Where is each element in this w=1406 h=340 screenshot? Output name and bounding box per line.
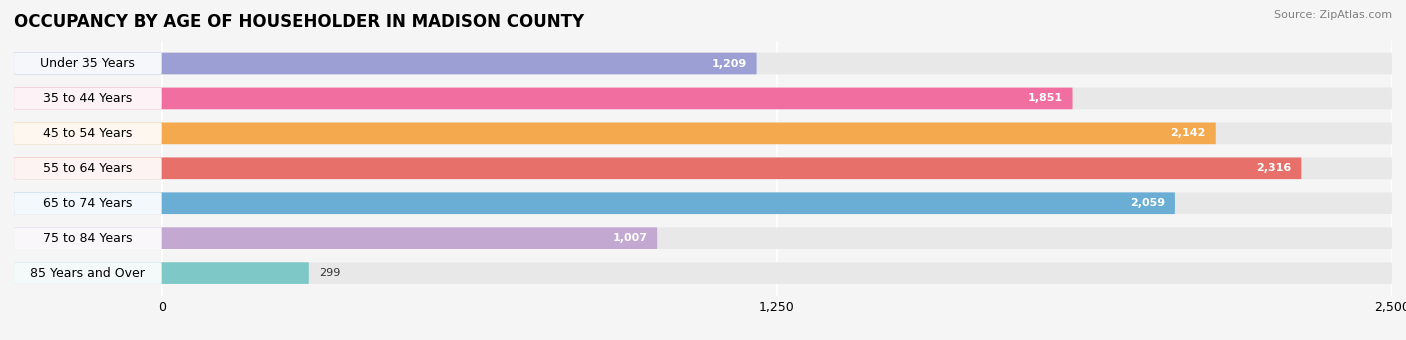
Text: Under 35 Years: Under 35 Years xyxy=(41,57,135,70)
Text: 85 Years and Over: 85 Years and Over xyxy=(31,267,145,279)
Text: 2,142: 2,142 xyxy=(1171,129,1206,138)
FancyBboxPatch shape xyxy=(14,53,1392,74)
FancyBboxPatch shape xyxy=(14,262,162,284)
FancyBboxPatch shape xyxy=(14,192,162,214)
Text: 35 to 44 Years: 35 to 44 Years xyxy=(44,92,132,105)
Text: 1,007: 1,007 xyxy=(613,233,647,243)
FancyBboxPatch shape xyxy=(14,122,162,144)
Text: 2,316: 2,316 xyxy=(1257,163,1292,173)
Text: 299: 299 xyxy=(319,268,340,278)
Text: 55 to 64 Years: 55 to 64 Years xyxy=(44,162,132,175)
Text: 45 to 54 Years: 45 to 54 Years xyxy=(44,127,132,140)
FancyBboxPatch shape xyxy=(14,227,657,249)
FancyBboxPatch shape xyxy=(14,88,1392,109)
FancyBboxPatch shape xyxy=(14,122,1392,144)
Text: 65 to 74 Years: 65 to 74 Years xyxy=(44,197,132,210)
FancyBboxPatch shape xyxy=(14,53,756,74)
FancyBboxPatch shape xyxy=(14,262,1392,284)
Text: 1,851: 1,851 xyxy=(1028,94,1063,103)
FancyBboxPatch shape xyxy=(14,122,1216,144)
FancyBboxPatch shape xyxy=(14,53,162,74)
FancyBboxPatch shape xyxy=(14,88,1073,109)
FancyBboxPatch shape xyxy=(14,227,1392,249)
FancyBboxPatch shape xyxy=(14,88,162,109)
Text: 2,059: 2,059 xyxy=(1130,198,1166,208)
FancyBboxPatch shape xyxy=(14,157,1302,179)
FancyBboxPatch shape xyxy=(14,227,162,249)
FancyBboxPatch shape xyxy=(14,157,1392,179)
FancyBboxPatch shape xyxy=(14,157,162,179)
FancyBboxPatch shape xyxy=(14,262,309,284)
Text: 1,209: 1,209 xyxy=(711,58,747,68)
FancyBboxPatch shape xyxy=(14,192,1175,214)
FancyBboxPatch shape xyxy=(14,192,1392,214)
Text: Source: ZipAtlas.com: Source: ZipAtlas.com xyxy=(1274,10,1392,20)
Text: OCCUPANCY BY AGE OF HOUSEHOLDER IN MADISON COUNTY: OCCUPANCY BY AGE OF HOUSEHOLDER IN MADIS… xyxy=(14,13,583,31)
Text: 75 to 84 Years: 75 to 84 Years xyxy=(44,232,132,245)
